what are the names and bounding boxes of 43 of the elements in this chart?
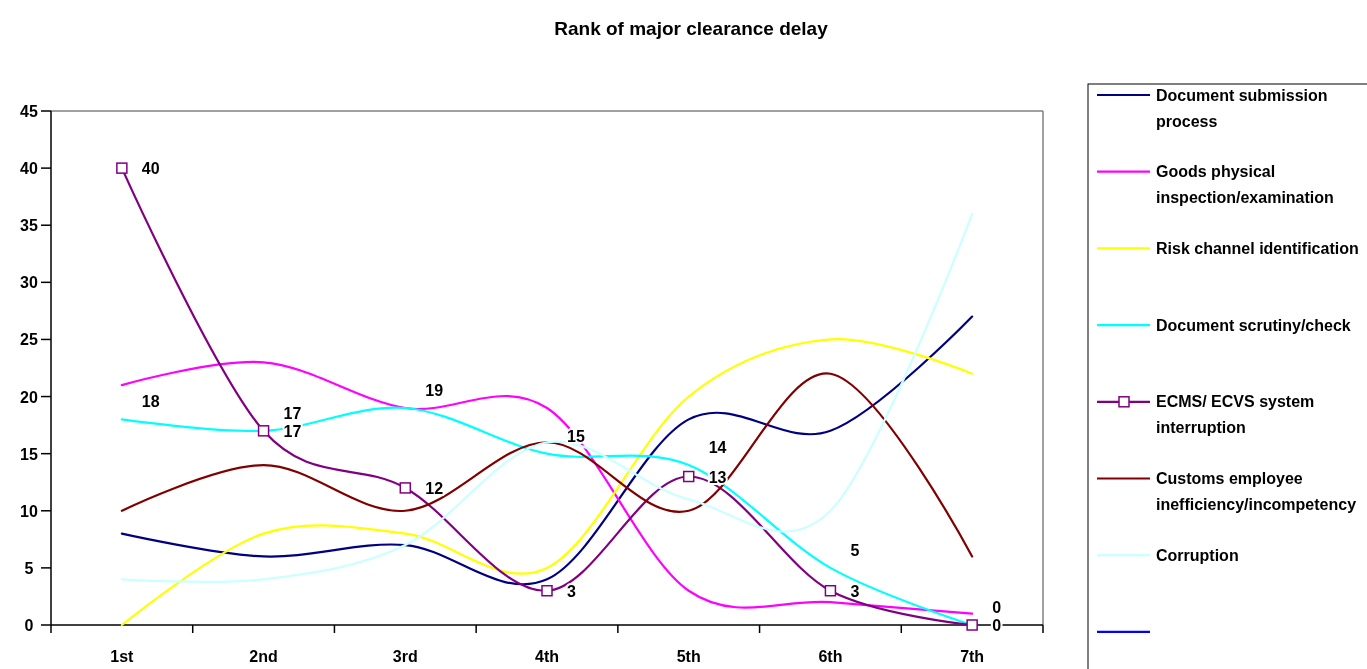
y-tick-label: 5: [24, 559, 34, 577]
legend-label: Document submission process: [1156, 86, 1328, 130]
legend-label: Corruption: [1156, 546, 1239, 564]
y-tick-label: 20: [20, 388, 38, 406]
legend-label: Goods physical inspection/examination: [1156, 163, 1334, 207]
y-tick-label: 25: [20, 330, 38, 348]
y-tick-label: 30: [20, 273, 38, 291]
data-label: 3: [850, 582, 860, 600]
point: [966, 619, 978, 631]
point: [257, 425, 270, 437]
point: [541, 584, 553, 597]
legend-label: Customs employee inefficiency/incompetency: [1156, 470, 1357, 513]
x-tick-label: 5th: [676, 647, 701, 665]
x-tick-label: 6th: [818, 647, 843, 665]
data-label: 5: [850, 541, 860, 559]
point: [824, 584, 837, 597]
data-label: 12: [425, 479, 444, 497]
legend-label: Document scrutiny/check: [1156, 316, 1351, 334]
point: [682, 470, 695, 483]
point: [399, 482, 412, 494]
legend-label: Risk channel identification: [1156, 239, 1359, 257]
y-tick-label: 45: [20, 102, 38, 120]
x-tick-label: 1st: [110, 647, 135, 665]
x-tick-label: 3rd: [392, 647, 418, 665]
point: [116, 162, 128, 174]
x-tick-label: 7th: [960, 647, 985, 665]
data-label: 17: [283, 404, 302, 422]
data-label: 0: [992, 598, 1002, 616]
chart-title: Rank of major clearance delay: [554, 17, 829, 39]
y-tick-label: 10: [20, 502, 38, 520]
y-tick-label: 0: [24, 616, 34, 634]
y-tick-label: 40: [20, 159, 38, 177]
line-series: [120, 372, 974, 558]
x-tick-label: 4th: [535, 647, 559, 665]
data-label: 18: [141, 392, 160, 410]
y-tick-label: 15: [20, 445, 38, 463]
legend-label: ECMS/ ECVS system interruption: [1156, 393, 1315, 437]
data-label: 3: [567, 582, 576, 600]
data-label: 40: [141, 159, 160, 177]
x-tick-label: 2nd: [249, 647, 278, 665]
y-tick-label: 35: [20, 216, 38, 234]
data-label: 19: [425, 381, 444, 399]
data-label: 14: [708, 438, 727, 456]
